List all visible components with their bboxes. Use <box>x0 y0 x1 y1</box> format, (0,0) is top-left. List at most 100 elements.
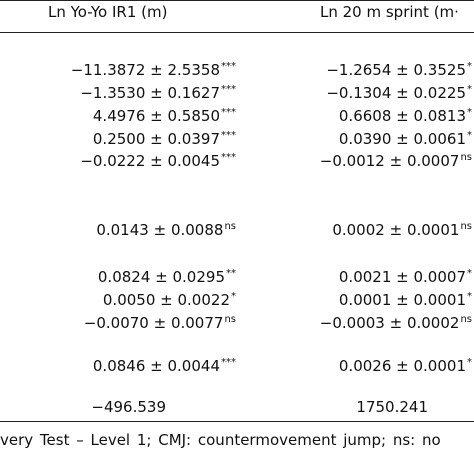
standard-error-value: 2.5358 <box>167 61 221 79</box>
header-col1: Ln Yo-Yo IR1 (m) <box>48 3 168 21</box>
estimate-value: 0.2500 <box>92 130 146 148</box>
significance-marker: *** <box>221 152 236 163</box>
significance-marker: ns <box>460 152 472 163</box>
significance-marker: ns <box>460 314 472 325</box>
plus-minus-sign: ± <box>145 130 168 148</box>
cell-col2: −1.2654 ± 0.3525* <box>326 58 472 79</box>
plus-minus-sign: ± <box>384 152 407 170</box>
standard-error-value: 0.0002 <box>406 314 460 332</box>
standard-error-value: 0.0001 <box>413 291 467 309</box>
standard-error-value: 0.0044 <box>167 357 221 375</box>
estimate-value: 0.0143 <box>96 221 149 239</box>
plus-minus-sign: ± <box>148 221 171 239</box>
loglik-col1: −496.539 <box>91 398 166 416</box>
cell-col2: 0.0001 ± 0.0001* <box>339 288 472 309</box>
cell-col1: 0.0824 ± 0.0295** <box>98 265 236 286</box>
significance-marker: *** <box>221 84 236 95</box>
estimate-value: −0.0012 <box>319 152 385 170</box>
plus-minus-sign: ± <box>145 107 168 125</box>
plus-minus-sign: ± <box>384 314 407 332</box>
standard-error-value: 0.1627 <box>167 84 221 102</box>
estimate-value: 0.0846 <box>92 357 146 375</box>
top-rule <box>0 0 474 1</box>
significance-marker: ns <box>460 221 472 232</box>
plus-minus-sign: ± <box>145 84 168 102</box>
cell-col2: 0.0021 ± 0.0007* <box>339 265 472 286</box>
plus-minus-sign: ± <box>145 152 168 170</box>
estimate-value: 4.4976 <box>92 107 146 125</box>
estimate-value: −0.1304 <box>326 84 392 102</box>
standard-error-value: 0.3525 <box>413 61 467 79</box>
standard-error-value: 0.0397 <box>167 130 221 148</box>
standard-error-value: 0.0225 <box>413 84 467 102</box>
estimate-value: 0.0050 <box>102 291 156 309</box>
cell-col2: 0.0026 ± 0.0001* <box>339 354 472 375</box>
significance-marker: ns <box>224 221 236 232</box>
significance-marker: * <box>467 107 472 118</box>
significance-marker: *** <box>221 130 236 141</box>
cell-col1: −0.0070 ± 0.0077ns <box>84 311 236 332</box>
plus-minus-sign: ± <box>145 357 168 375</box>
estimate-value: −0.0222 <box>80 152 146 170</box>
plus-minus-sign: ± <box>391 84 414 102</box>
standard-error-value: 0.0022 <box>177 291 231 309</box>
significance-marker: * <box>467 291 472 302</box>
plus-minus-sign: ± <box>155 291 178 309</box>
significance-marker: *** <box>221 107 236 118</box>
plus-minus-sign: ± <box>391 130 414 148</box>
bottom-rule <box>0 421 474 422</box>
standard-error-value: 0.0813 <box>413 107 467 125</box>
estimate-value: 0.0001 <box>338 291 392 309</box>
header-col2: Ln 20 m sprint (m· <box>320 3 459 21</box>
significance-marker: *** <box>221 61 236 72</box>
significance-marker: * <box>467 130 472 141</box>
cell-col1: 0.0846 ± 0.0044*** <box>93 354 236 375</box>
cell-col1: 0.0143 ± 0.0088ns <box>96 218 236 239</box>
plus-minus-sign: ± <box>391 61 414 79</box>
significance-marker: * <box>231 291 236 302</box>
standard-error-value: 0.5850 <box>167 107 221 125</box>
cell-col1: 4.4976 ± 0.5850*** <box>93 104 236 125</box>
cell-col2: −0.1304 ± 0.0225* <box>326 81 472 102</box>
cell-col2: 0.0390 ± 0.0061* <box>339 127 472 148</box>
estimate-value: 0.0390 <box>338 130 392 148</box>
plus-minus-sign: ± <box>150 268 173 286</box>
plus-minus-sign: ± <box>391 268 414 286</box>
cell-col2: 0.6608 ± 0.0813* <box>339 104 472 125</box>
estimate-value: −11.3872 <box>70 61 146 79</box>
standard-error-value: 0.0007 <box>406 152 460 170</box>
plus-minus-sign: ± <box>391 291 414 309</box>
significance-marker: ns <box>224 314 236 325</box>
plus-minus-sign: ± <box>148 314 171 332</box>
significance-marker: *** <box>221 357 236 368</box>
plus-minus-sign: ± <box>145 61 168 79</box>
standard-error-value: 0.0001 <box>406 221 460 239</box>
estimate-value: 0.6608 <box>338 107 392 125</box>
standard-error-value: 0.0045 <box>167 152 221 170</box>
standard-error-value: 0.0061 <box>413 130 467 148</box>
cell-col1: −1.3530 ± 0.1627*** <box>80 81 236 102</box>
estimate-value: 0.0002 <box>332 221 385 239</box>
plus-minus-sign: ± <box>391 107 414 125</box>
table-footnote: very Test – Level 1; CMJ: countermovemen… <box>0 431 441 449</box>
cell-col2: −0.0003 ± 0.0002ns <box>320 311 472 332</box>
cell-col1: −11.3872 ± 2.5358*** <box>71 58 236 79</box>
estimate-value: −1.2654 <box>326 61 392 79</box>
estimate-value: 0.0026 <box>338 357 392 375</box>
estimate-value: 0.0021 <box>338 268 392 286</box>
estimate-value: −0.0003 <box>319 314 385 332</box>
standard-error-value: 0.0001 <box>413 357 467 375</box>
standard-error-value: 0.0295 <box>172 268 226 286</box>
significance-marker: * <box>467 357 472 368</box>
standard-error-value: 0.0007 <box>413 268 467 286</box>
estimate-value: −1.3530 <box>80 84 146 102</box>
plus-minus-sign: ± <box>391 357 414 375</box>
cell-col2: −0.0012 ± 0.0007ns <box>320 149 472 170</box>
header-rule <box>0 32 474 33</box>
estimate-value: −0.0070 <box>83 314 149 332</box>
standard-error-value: 0.0088 <box>170 221 224 239</box>
estimate-value: 0.0824 <box>97 268 151 286</box>
significance-marker: ** <box>226 268 236 279</box>
cell-col1: 0.2500 ± 0.0397*** <box>93 127 236 148</box>
plus-minus-sign: ± <box>384 221 407 239</box>
